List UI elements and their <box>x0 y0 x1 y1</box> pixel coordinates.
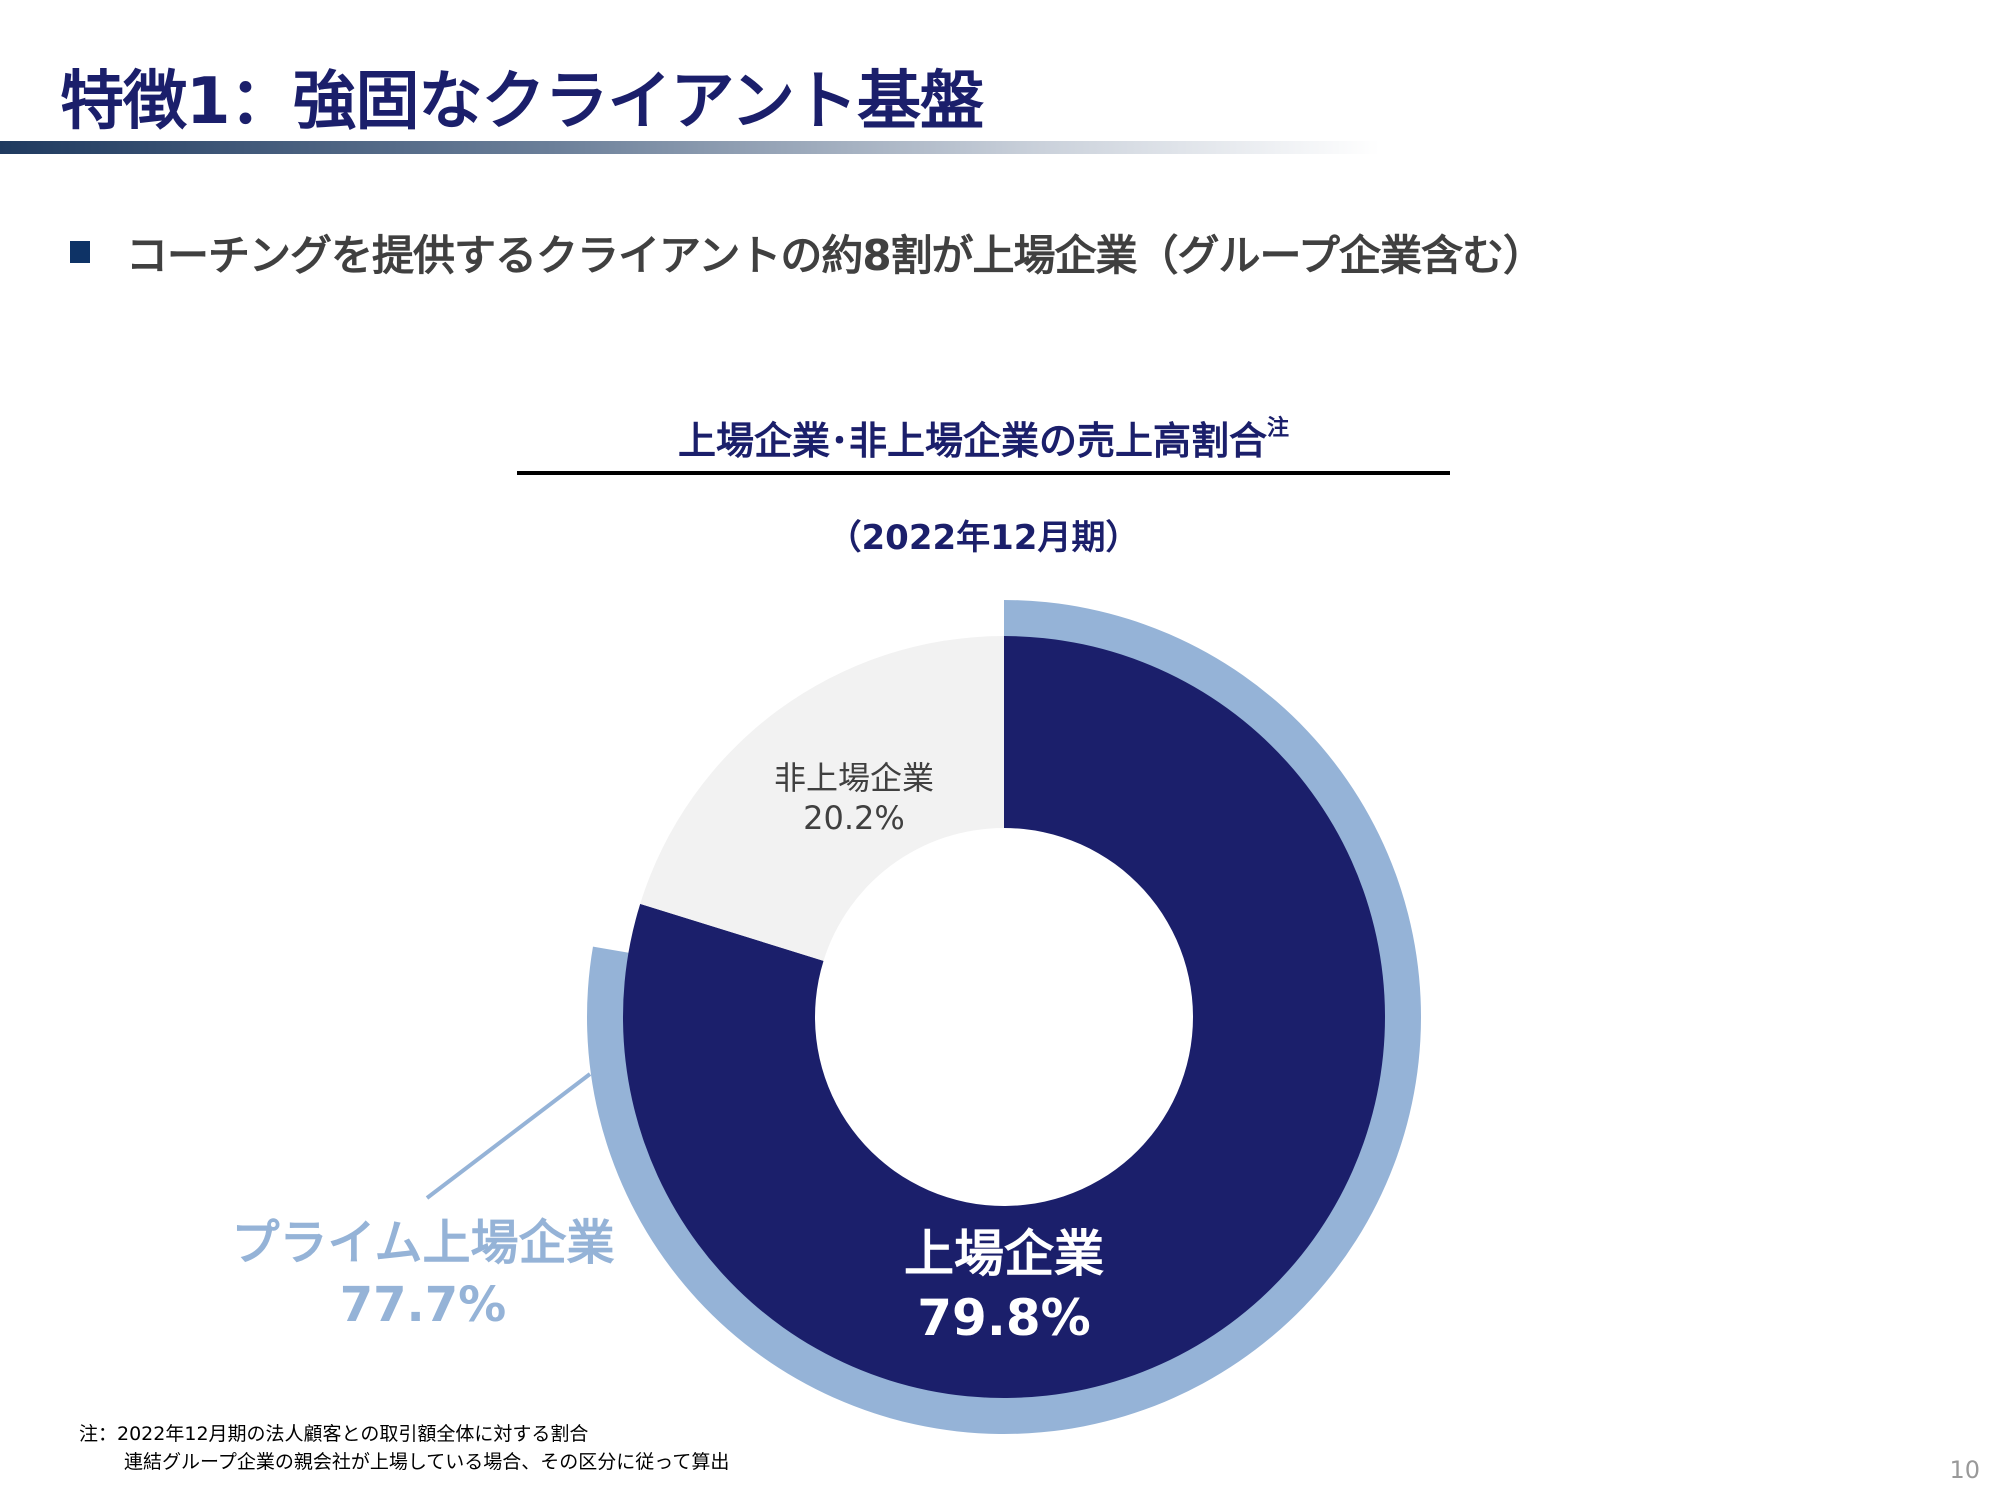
unlisted-label-name: 非上場企業 <box>773 759 935 797</box>
footnote-line-2: 連結グループ企業の親会社が上場している場合、その区分に従って算出 <box>124 1451 730 1473</box>
slide-title: 特徴1：強固なクライアント基盤 <box>60 65 984 139</box>
listed-label-name: 上場企業 <box>904 1225 1104 1283</box>
unlisted-label: 非上場企業 20.2% <box>774 758 934 838</box>
prime-label-name: プライム上場企業 <box>231 1215 615 1271</box>
bullet-square-icon <box>70 241 90 263</box>
donut-slice-0 <box>623 636 1385 1398</box>
headline: コーチングを提供するクライアントの約8割が上場企業（グループ企業含む） <box>126 231 1545 280</box>
chart-title: 上場企業･非上場企業の売上高割合注 <box>517 410 1450 465</box>
page-number: 10 <box>1949 1456 1980 1484</box>
chart-subtitle: （2022年12月期） <box>827 518 1140 558</box>
listed-label-value: 79.8% <box>917 1289 1091 1347</box>
title-underline-gradient <box>0 141 1380 154</box>
footnote: 注：2022年12月期の法人顧客との取引額全体に対する割合 連結グループ企業の親… <box>79 1420 729 1476</box>
chart-title-rule <box>517 471 1450 475</box>
donut-slice-1 <box>640 636 1004 961</box>
chart-title-note: 注 <box>1267 416 1290 441</box>
prime-label: プライム上場企業 77.7% <box>231 1212 614 1336</box>
listed-label: 上場企業 79.8% <box>904 1222 1104 1350</box>
chart-title-text: 上場企業･非上場企業の売上高割合 <box>677 419 1267 463</box>
unlisted-label-value: 20.2% <box>803 799 905 837</box>
prime-label-value: 77.7% <box>339 1277 507 1333</box>
prime-leader-line <box>425 1072 592 1200</box>
footnote-line-1: 注：2022年12月期の法人顧客との取引額全体に対する割合 <box>79 1423 589 1445</box>
